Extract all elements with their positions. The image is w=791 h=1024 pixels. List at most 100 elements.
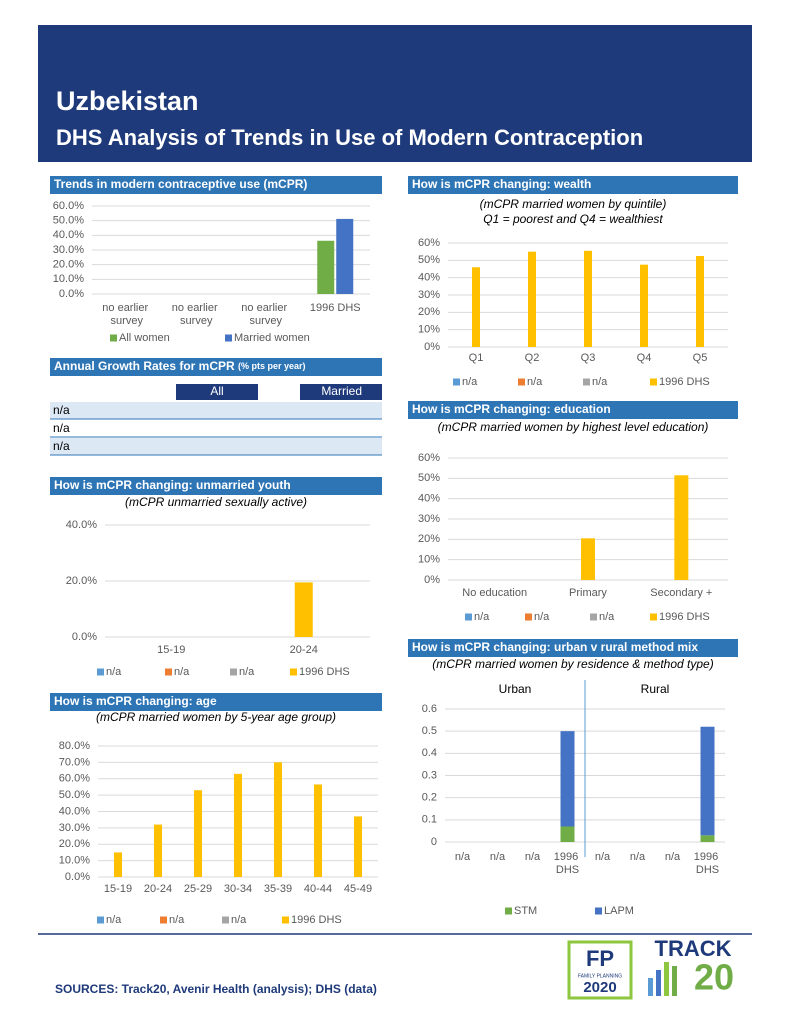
bar [154, 824, 162, 877]
legend-label: STM [514, 905, 537, 917]
section-subtitle: (mCPR married women by residence & metho… [432, 657, 713, 671]
y-tick-label: 40% [418, 272, 440, 284]
section-subtitle: (mCPR married women by highest level edu… [438, 420, 709, 434]
x-tick-label: No education [462, 587, 527, 599]
legend-label: n/a [174, 666, 190, 678]
legend-swatch [453, 378, 460, 386]
bar [114, 852, 122, 877]
bar [640, 264, 648, 347]
section-title: How is mCPR changing: age [54, 694, 217, 708]
x-tick-label: no earlier survey [241, 302, 290, 327]
legend-swatch [160, 916, 167, 924]
logo-bar [648, 978, 653, 996]
x-tick-label: n/a [630, 851, 646, 863]
y-tick-label: 20.0% [66, 575, 97, 587]
legend-swatch [505, 907, 512, 915]
legend-swatch [230, 668, 237, 676]
logo-frame [567, 940, 633, 1000]
x-tick-label: Q4 [637, 352, 652, 364]
logo-bar [672, 966, 677, 996]
x-tick-label: Primary [569, 587, 607, 599]
bar [314, 784, 322, 877]
sources: SOURCES: Track20, Avenir Health (analysi… [55, 982, 377, 996]
table-header: All [210, 384, 223, 398]
legend-label: Married women [234, 332, 310, 344]
x-tick-label: 45-49 [344, 883, 372, 895]
bar [528, 251, 536, 347]
legend-label: 1996 DHS [299, 666, 350, 678]
legend-label: n/a [592, 376, 608, 388]
y-tick-label: 40.0% [53, 229, 84, 241]
bar-segment [560, 731, 575, 827]
bar [354, 816, 362, 877]
x-tick-label: Q2 [525, 352, 540, 364]
table-header-cell [176, 384, 258, 400]
table-row-label: n/a [53, 439, 70, 453]
legend-label: n/a [239, 666, 255, 678]
page-subtitle: DHS Analysis of Trends in Use of Modern … [56, 125, 643, 150]
section-title: How is mCPR changing: urban v rural meth… [412, 640, 698, 654]
logo-fp-sub: FAMILY PLANNING [578, 973, 622, 979]
legend-swatch [290, 668, 297, 676]
logo-bar [656, 970, 661, 996]
x-tick-label: 35-39 [264, 883, 292, 895]
section-title-bar [50, 693, 382, 711]
bar [696, 256, 704, 347]
y-tick-label: 20% [418, 306, 440, 318]
table-row [50, 402, 382, 419]
section-title-bar [408, 176, 738, 194]
x-tick-label: n/a [455, 851, 471, 863]
y-tick-label: 60% [418, 452, 440, 464]
legend-label: 1996 DHS [659, 376, 710, 388]
y-tick-label: 0.0% [65, 871, 90, 883]
x-tick-label: Secondary + [650, 587, 712, 599]
table-title-bar [50, 358, 382, 376]
x-tick-label: 15-19 [157, 644, 185, 656]
legend-swatch [97, 916, 104, 924]
logo-track-num: 20 [694, 957, 734, 998]
x-tick-label: n/a [595, 851, 611, 863]
x-tick-label: 40-44 [304, 883, 332, 895]
legend-swatch [165, 668, 172, 676]
legend-label: n/a [534, 611, 550, 623]
x-tick-label: n/a [490, 851, 506, 863]
table-header-cell [300, 384, 382, 400]
y-tick-label: 80.0% [59, 740, 90, 752]
legend-swatch [465, 613, 472, 621]
legend-label: n/a [106, 914, 122, 926]
legend-label: 1996 DHS [659, 611, 710, 623]
x-tick-label: 30-34 [224, 883, 252, 895]
legend-swatch [225, 334, 232, 342]
legend-swatch [282, 916, 289, 924]
legend-swatch [595, 907, 602, 915]
x-tick-label: 1996 DHS [310, 302, 361, 314]
bar [294, 582, 313, 637]
legend-label: n/a [462, 376, 478, 388]
legend-label: n/a [527, 376, 543, 388]
y-tick-label: 60.0% [59, 773, 90, 785]
legend-label: n/a [474, 611, 490, 623]
y-tick-label: 20.0% [53, 259, 84, 271]
legend-swatch [222, 916, 229, 924]
legend-label: n/a [106, 666, 122, 678]
logo-fp: FP [586, 946, 614, 971]
bar [317, 240, 335, 294]
section-subtitle: (mCPR married women by 5-year age group) [96, 710, 336, 724]
section-title-bar [50, 477, 382, 495]
legend-label: LAPM [604, 905, 634, 917]
y-tick-label: 0.2 [422, 792, 437, 804]
bar [584, 250, 592, 347]
fp2020-logo: FP FAMILY PLANNING 2020 [567, 940, 633, 1000]
legend-swatch [650, 378, 657, 386]
table-row [50, 420, 382, 437]
y-tick-label: 30% [418, 513, 440, 525]
x-tick-label: Q3 [581, 352, 596, 364]
bar-segment [700, 726, 715, 836]
legend-swatch [650, 613, 657, 621]
y-tick-label: 40.0% [66, 519, 97, 531]
y-tick-label: 40% [418, 493, 440, 505]
section-title-bar [408, 401, 738, 419]
logo-track: TRACK [655, 936, 732, 961]
y-tick-label: 20.0% [59, 838, 90, 850]
